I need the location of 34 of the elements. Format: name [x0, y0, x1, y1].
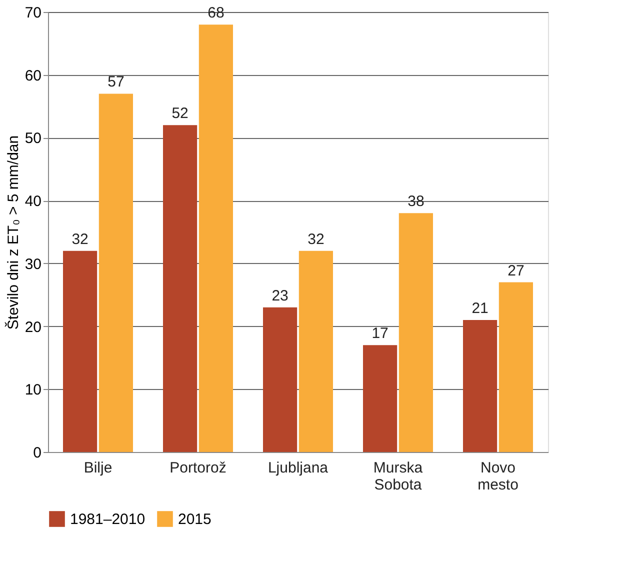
data-label: 23	[272, 287, 288, 304]
y-tick-label: 60	[24, 67, 42, 84]
data-label: 21	[472, 300, 488, 317]
bar	[263, 307, 298, 452]
bar	[398, 213, 433, 452]
legend-label: 1981–2010	[70, 511, 146, 528]
x-tick-label: Novo mesto	[478, 460, 518, 494]
bar	[498, 282, 533, 452]
bar	[63, 250, 98, 452]
legend-label: 2015	[178, 511, 212, 528]
y-tick-label: 50	[24, 130, 42, 148]
bar	[163, 125, 198, 452]
data-label: 32	[72, 230, 88, 248]
y-tick-label: 10	[24, 382, 42, 399]
x-tick-label: Portorož	[170, 460, 226, 476]
y-tick-label: 30	[24, 256, 42, 273]
bar	[98, 94, 133, 452]
data-label: 52	[172, 105, 188, 122]
x-tick-label: Bilje	[84, 460, 112, 476]
data-label: 17	[372, 325, 388, 342]
data-label: 57	[108, 74, 124, 91]
data-label: 27	[508, 262, 524, 280]
x-tick-label: Ljubljana	[268, 460, 329, 476]
y-tick-label: 70	[24, 4, 42, 22]
y-axis-title: Število dni z ET₀ > 5 mm/dan	[4, 135, 22, 330]
x-tick-label: Murska Sobota	[373, 460, 424, 494]
bar	[463, 320, 498, 452]
bar	[198, 24, 233, 452]
y-tick-label: 20	[24, 318, 42, 336]
bar	[363, 345, 398, 452]
bar	[298, 250, 333, 452]
y-tick-label: 0	[33, 444, 42, 462]
data-label: 32	[308, 230, 324, 248]
y-tick-label: 40	[24, 193, 42, 210]
